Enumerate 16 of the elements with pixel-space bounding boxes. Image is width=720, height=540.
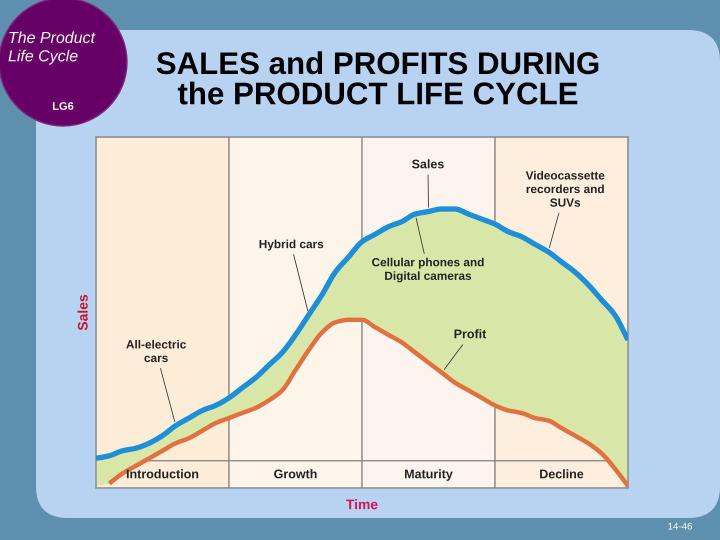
- chart-title: SALES and PROFITS DURING the PRODUCT LIFE CYCLE: [156, 51, 598, 105]
- annotation: Decline: [540, 469, 584, 478]
- x-axis-title: Time: [346, 499, 378, 510]
- annotation: Maturity: [405, 469, 453, 481]
- annotation: Growth: [274, 469, 317, 478]
- annotation: Cellular phones and Digital cameras: [372, 258, 484, 282]
- text: Videocassette recorders and SUVs: [526, 170, 604, 207]
- text: LG6: [52, 102, 74, 110]
- text: Sales: [412, 159, 444, 168]
- text: The Product Life Cycle: [8, 31, 96, 65]
- annotation: All-electric cars: [126, 340, 186, 362]
- text: Profit: [454, 329, 486, 338]
- text: 14-46: [668, 522, 692, 530]
- annotation: Hybrid cars: [260, 240, 324, 251]
- annotation: Introduction: [126, 469, 198, 478]
- y-axis-title: Sales: [77, 294, 88, 330]
